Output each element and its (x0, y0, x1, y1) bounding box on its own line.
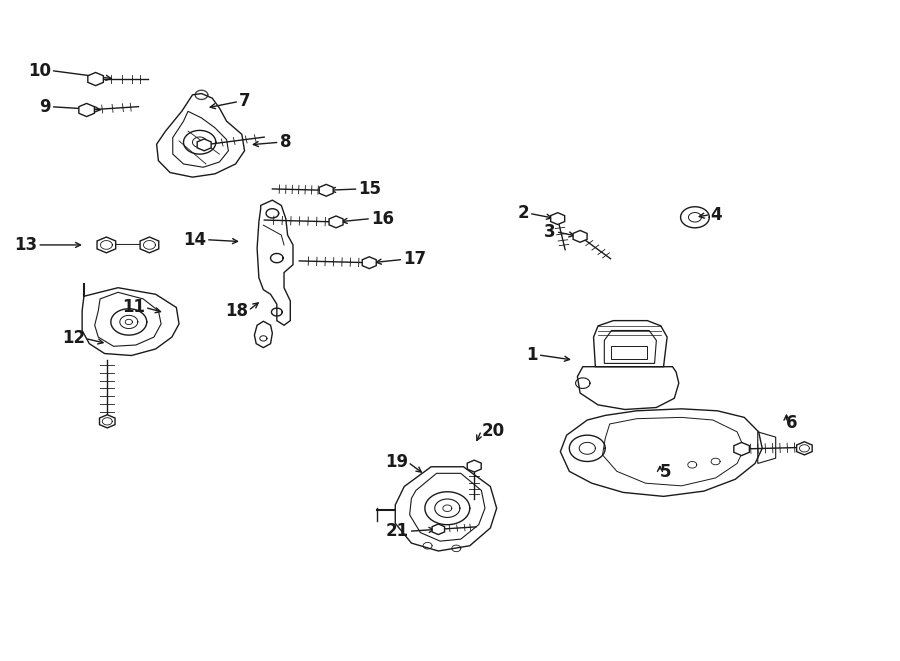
Polygon shape (88, 73, 104, 86)
Text: 17: 17 (403, 251, 427, 268)
Polygon shape (100, 414, 115, 428)
Polygon shape (573, 231, 587, 243)
Text: 10: 10 (28, 61, 50, 79)
Polygon shape (734, 442, 750, 455)
Text: 7: 7 (239, 93, 251, 110)
Text: 19: 19 (384, 453, 408, 471)
Text: 21: 21 (385, 522, 409, 540)
Polygon shape (329, 216, 343, 228)
Polygon shape (551, 213, 564, 225)
Text: 5: 5 (660, 463, 671, 481)
Polygon shape (363, 256, 376, 268)
Polygon shape (467, 460, 482, 472)
Text: 12: 12 (62, 329, 85, 348)
Text: 6: 6 (787, 414, 798, 432)
Polygon shape (97, 237, 116, 253)
Text: 9: 9 (39, 98, 50, 116)
Text: 3: 3 (544, 223, 556, 241)
Text: 2: 2 (518, 204, 529, 222)
Text: 16: 16 (371, 210, 394, 227)
Polygon shape (432, 524, 445, 535)
Polygon shape (796, 442, 812, 455)
Polygon shape (320, 184, 333, 196)
Polygon shape (197, 139, 211, 151)
Text: 1: 1 (526, 346, 538, 364)
Text: 15: 15 (358, 180, 382, 198)
Text: 20: 20 (482, 422, 505, 440)
Text: 13: 13 (14, 236, 37, 254)
Text: 14: 14 (183, 231, 206, 249)
Polygon shape (140, 237, 158, 253)
Text: 11: 11 (122, 299, 145, 317)
Text: 4: 4 (710, 206, 722, 223)
Polygon shape (79, 103, 94, 116)
Text: 18: 18 (225, 302, 248, 320)
Text: 8: 8 (280, 134, 291, 151)
